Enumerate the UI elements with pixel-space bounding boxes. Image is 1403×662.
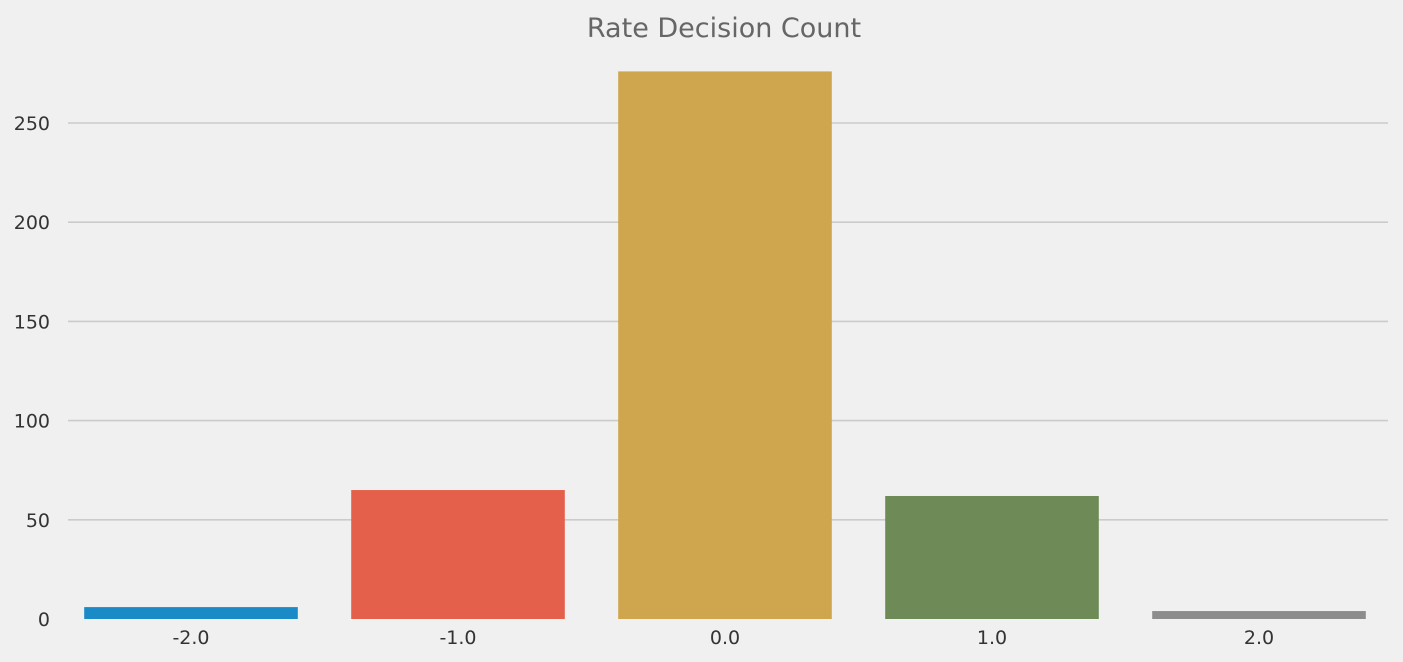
y-tick-label: 200 [14, 212, 50, 234]
chart-title: Rate Decision Count [587, 13, 861, 44]
y-tick-label: 50 [26, 510, 50, 532]
x-tick-label: 2.0 [1244, 627, 1274, 649]
bars [84, 71, 1366, 619]
bar-0.0 [618, 71, 832, 619]
bar-1.0 [885, 495, 1099, 619]
bar-2.0 [1152, 611, 1366, 619]
bar--2.0 [84, 607, 298, 619]
x-tick-label: 1.0 [977, 627, 1007, 649]
y-tick-label: 250 [14, 113, 50, 135]
y-tick-label: 0 [38, 609, 50, 631]
y-axis-ticks: 0 50 100 150 200 250 [14, 113, 50, 631]
x-tick-label: 0.0 [710, 627, 740, 649]
x-axis-ticks: -2.0 -1.0 0.0 1.0 2.0 [172, 627, 1274, 649]
bar--1.0 [351, 490, 565, 619]
y-tick-label: 150 [14, 311, 50, 333]
x-tick-label: -1.0 [439, 627, 476, 649]
y-tick-label: 100 [14, 411, 50, 433]
x-tick-label: -2.0 [172, 627, 209, 649]
